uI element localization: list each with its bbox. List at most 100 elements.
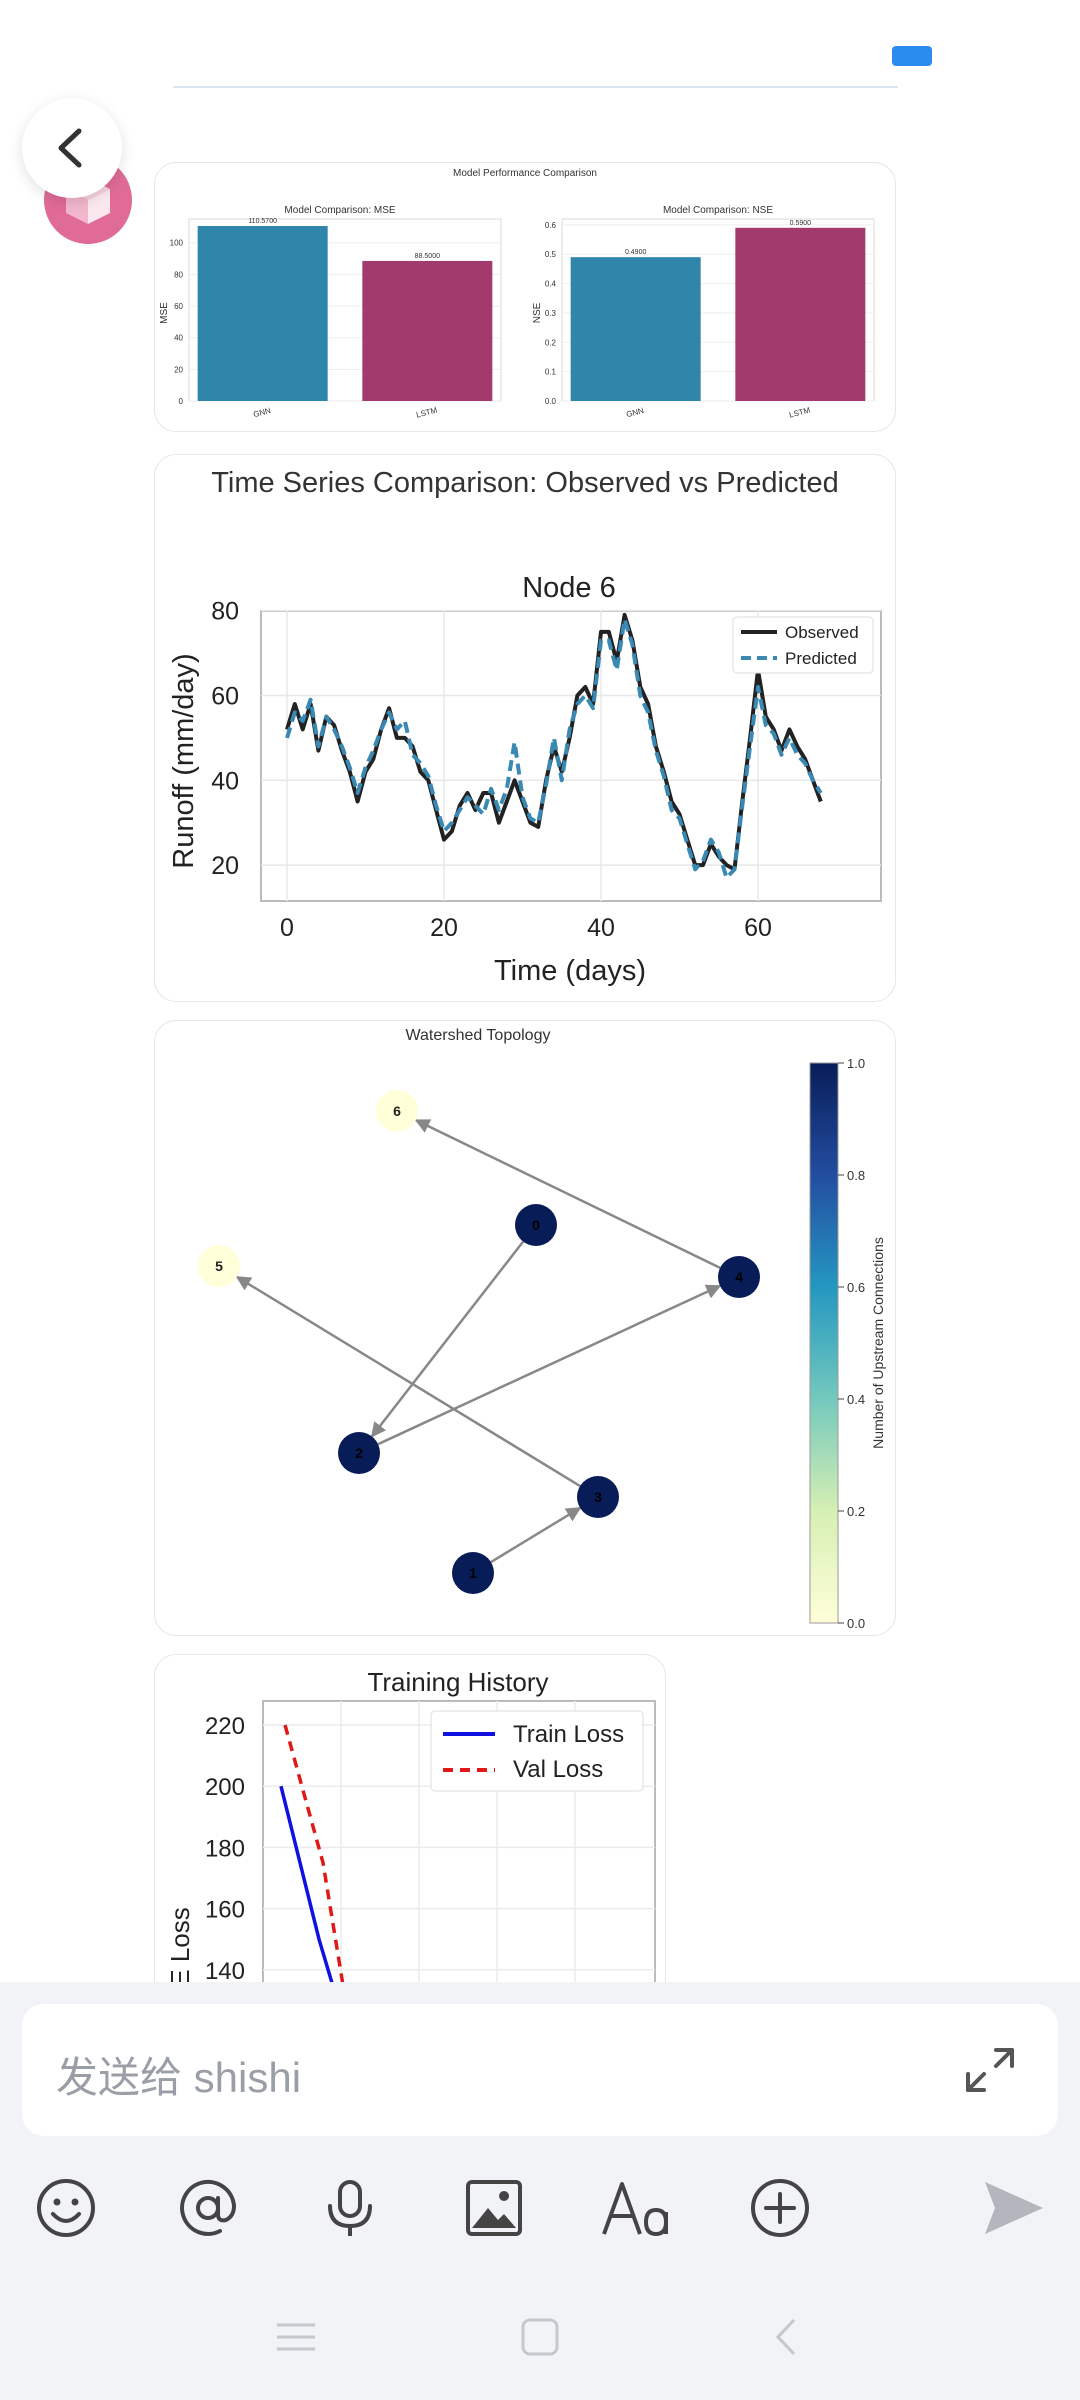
chevron-left-icon [58,128,82,168]
colorbar-tick: 1.0 [847,1056,865,1071]
topology-title: Watershed Topology [406,1027,551,1044]
image-button[interactable] [458,2172,530,2244]
system-back-button[interactable] [756,2312,816,2362]
topology-chart-card: Watershed Topology 0 1 2 3 4 5 6 0.0 0.2 0.4 0.6 0… [154,1020,896,1636]
ts-xtick: 60 [744,914,772,942]
colorbar-tick: 0.0 [847,1616,865,1631]
status-badge [892,46,932,66]
image-icon [466,2180,522,2236]
nse-value-label: 0.5900 [790,220,812,227]
mse-bar-lstm [362,260,493,401]
nse-bar-gnn [570,257,701,401]
nse-xtick: GNN [625,406,645,419]
perf-title: Model Performance Comparison [453,168,597,179]
expand-icon[interactable] [958,2038,1022,2102]
ts-xlabel: Time (days) [494,955,646,987]
system-menu-button[interactable] [266,2312,326,2362]
voice-button[interactable] [314,2172,386,2244]
ts-xtick: 40 [587,914,615,942]
nse-bar-lstm [735,227,866,401]
node-1 [452,1552,494,1594]
mse-ytick: 80 [174,270,183,279]
colorbar-tick: 0.6 [847,1280,865,1295]
timeseries-chart-card: Time Series Comparison: Observed vs Pred… [154,454,896,1002]
train-ytick: 200 [205,1774,245,1801]
node-label-0: 0 [532,1217,540,1233]
train-ytick: 220 [205,1713,245,1740]
colorbar-label: Number of Upstream Connections [870,1237,886,1449]
back-icon [775,2318,796,2356]
emoji-button[interactable] [30,2172,102,2244]
nse-ytick: 0.4 [545,280,557,289]
training-chart-card: Training History E Loss 140 160 180 200 220 … [154,1654,666,2016]
add-button[interactable] [744,2172,816,2244]
colorbar [809,1062,839,1624]
at-icon [180,2179,237,2236]
emoji-icon [37,2179,95,2237]
mse-ytick: 40 [174,334,183,343]
training-title: Training History [367,1667,548,1697]
edge-0-2 [370,1240,525,1438]
legend-train: Train Loss [513,1721,624,1748]
ts-ylabel: Runoff (mm/day) [168,653,200,868]
message-input-placeholder: 发送给 shishi [56,2054,302,2101]
colorbar-tick: 0.8 [847,1168,865,1183]
mse-ytick: 0 [179,397,184,406]
menu-icon [277,2323,315,2351]
node-5 [198,1245,240,1287]
nse-ytick: 0.0 [545,397,557,406]
mention-button[interactable] [172,2172,244,2244]
ts-ytick: 40 [211,767,239,795]
send-button[interactable] [978,2172,1050,2244]
nse-ylabel: NSE [532,302,543,323]
ts-xtick: 0 [280,914,294,942]
node-label-5: 5 [215,1258,223,1274]
mse-ytick: 100 [170,239,184,248]
nse-ytick: 0.1 [545,368,557,377]
ts-xtick: 20 [430,914,458,942]
edge-1-3 [490,1506,582,1564]
legend-val: Val Loss [513,1756,603,1783]
train-ytick: 140 [205,1958,245,1985]
node-label-2: 2 [355,1445,363,1461]
node-label-1: 1 [469,1565,477,1581]
mse-title: Model Comparison: MSE [284,205,395,216]
val-loss-line [283,1724,345,1986]
node-6 [376,1090,418,1132]
ts-ytick: 20 [211,852,239,880]
edge-2-4 [377,1284,722,1446]
system-home-button[interactable] [510,2312,570,2362]
train-ytick: 180 [205,1835,245,1862]
home-icon [521,2318,559,2356]
ts-subtitle: Node 6 [522,572,616,604]
mse-ylabel: MSE [159,302,170,324]
nse-ytick: 0.5 [545,250,557,259]
training-ylabel: E Loss [165,1907,195,1987]
microphone-icon [328,2180,372,2236]
back-button[interactable] [22,98,122,198]
mse-value-label: 110.5700 [248,218,277,225]
performance-chart: Model Performance Comparison Model Compa… [159,168,875,420]
edge-4-6 [414,1119,721,1269]
timeseries-chart: Time Series Comparison: Observed vs Pred… [168,467,882,987]
mse-xtick: LSTM [415,405,438,419]
node-label-6: 6 [393,1103,401,1119]
message-input[interactable]: 发送给 shishi [22,2004,1058,2136]
ts-title: Time Series Comparison: Observed vs Pred… [211,467,839,499]
mse-xtick: GNN [252,406,272,419]
node-2 [338,1432,380,1474]
legend-observed: Observed [785,623,859,642]
nse-xtick: LSTM [788,405,811,419]
ts-legend: Observed Predicted [732,616,874,674]
node-label-3: 3 [594,1489,602,1505]
node-label-4: 4 [735,1269,743,1285]
predicted-series-line [285,617,823,880]
node-4 [718,1256,760,1298]
top-divider [173,86,898,88]
mse-value-label: 88.5000 [415,253,440,260]
plus-circle-icon [751,2179,809,2237]
edge-3-5 [235,1275,581,1488]
training-legend: Train Loss Val Loss [430,1710,644,1792]
text-format-button[interactable] [600,2172,672,2244]
node-3 [577,1476,619,1518]
